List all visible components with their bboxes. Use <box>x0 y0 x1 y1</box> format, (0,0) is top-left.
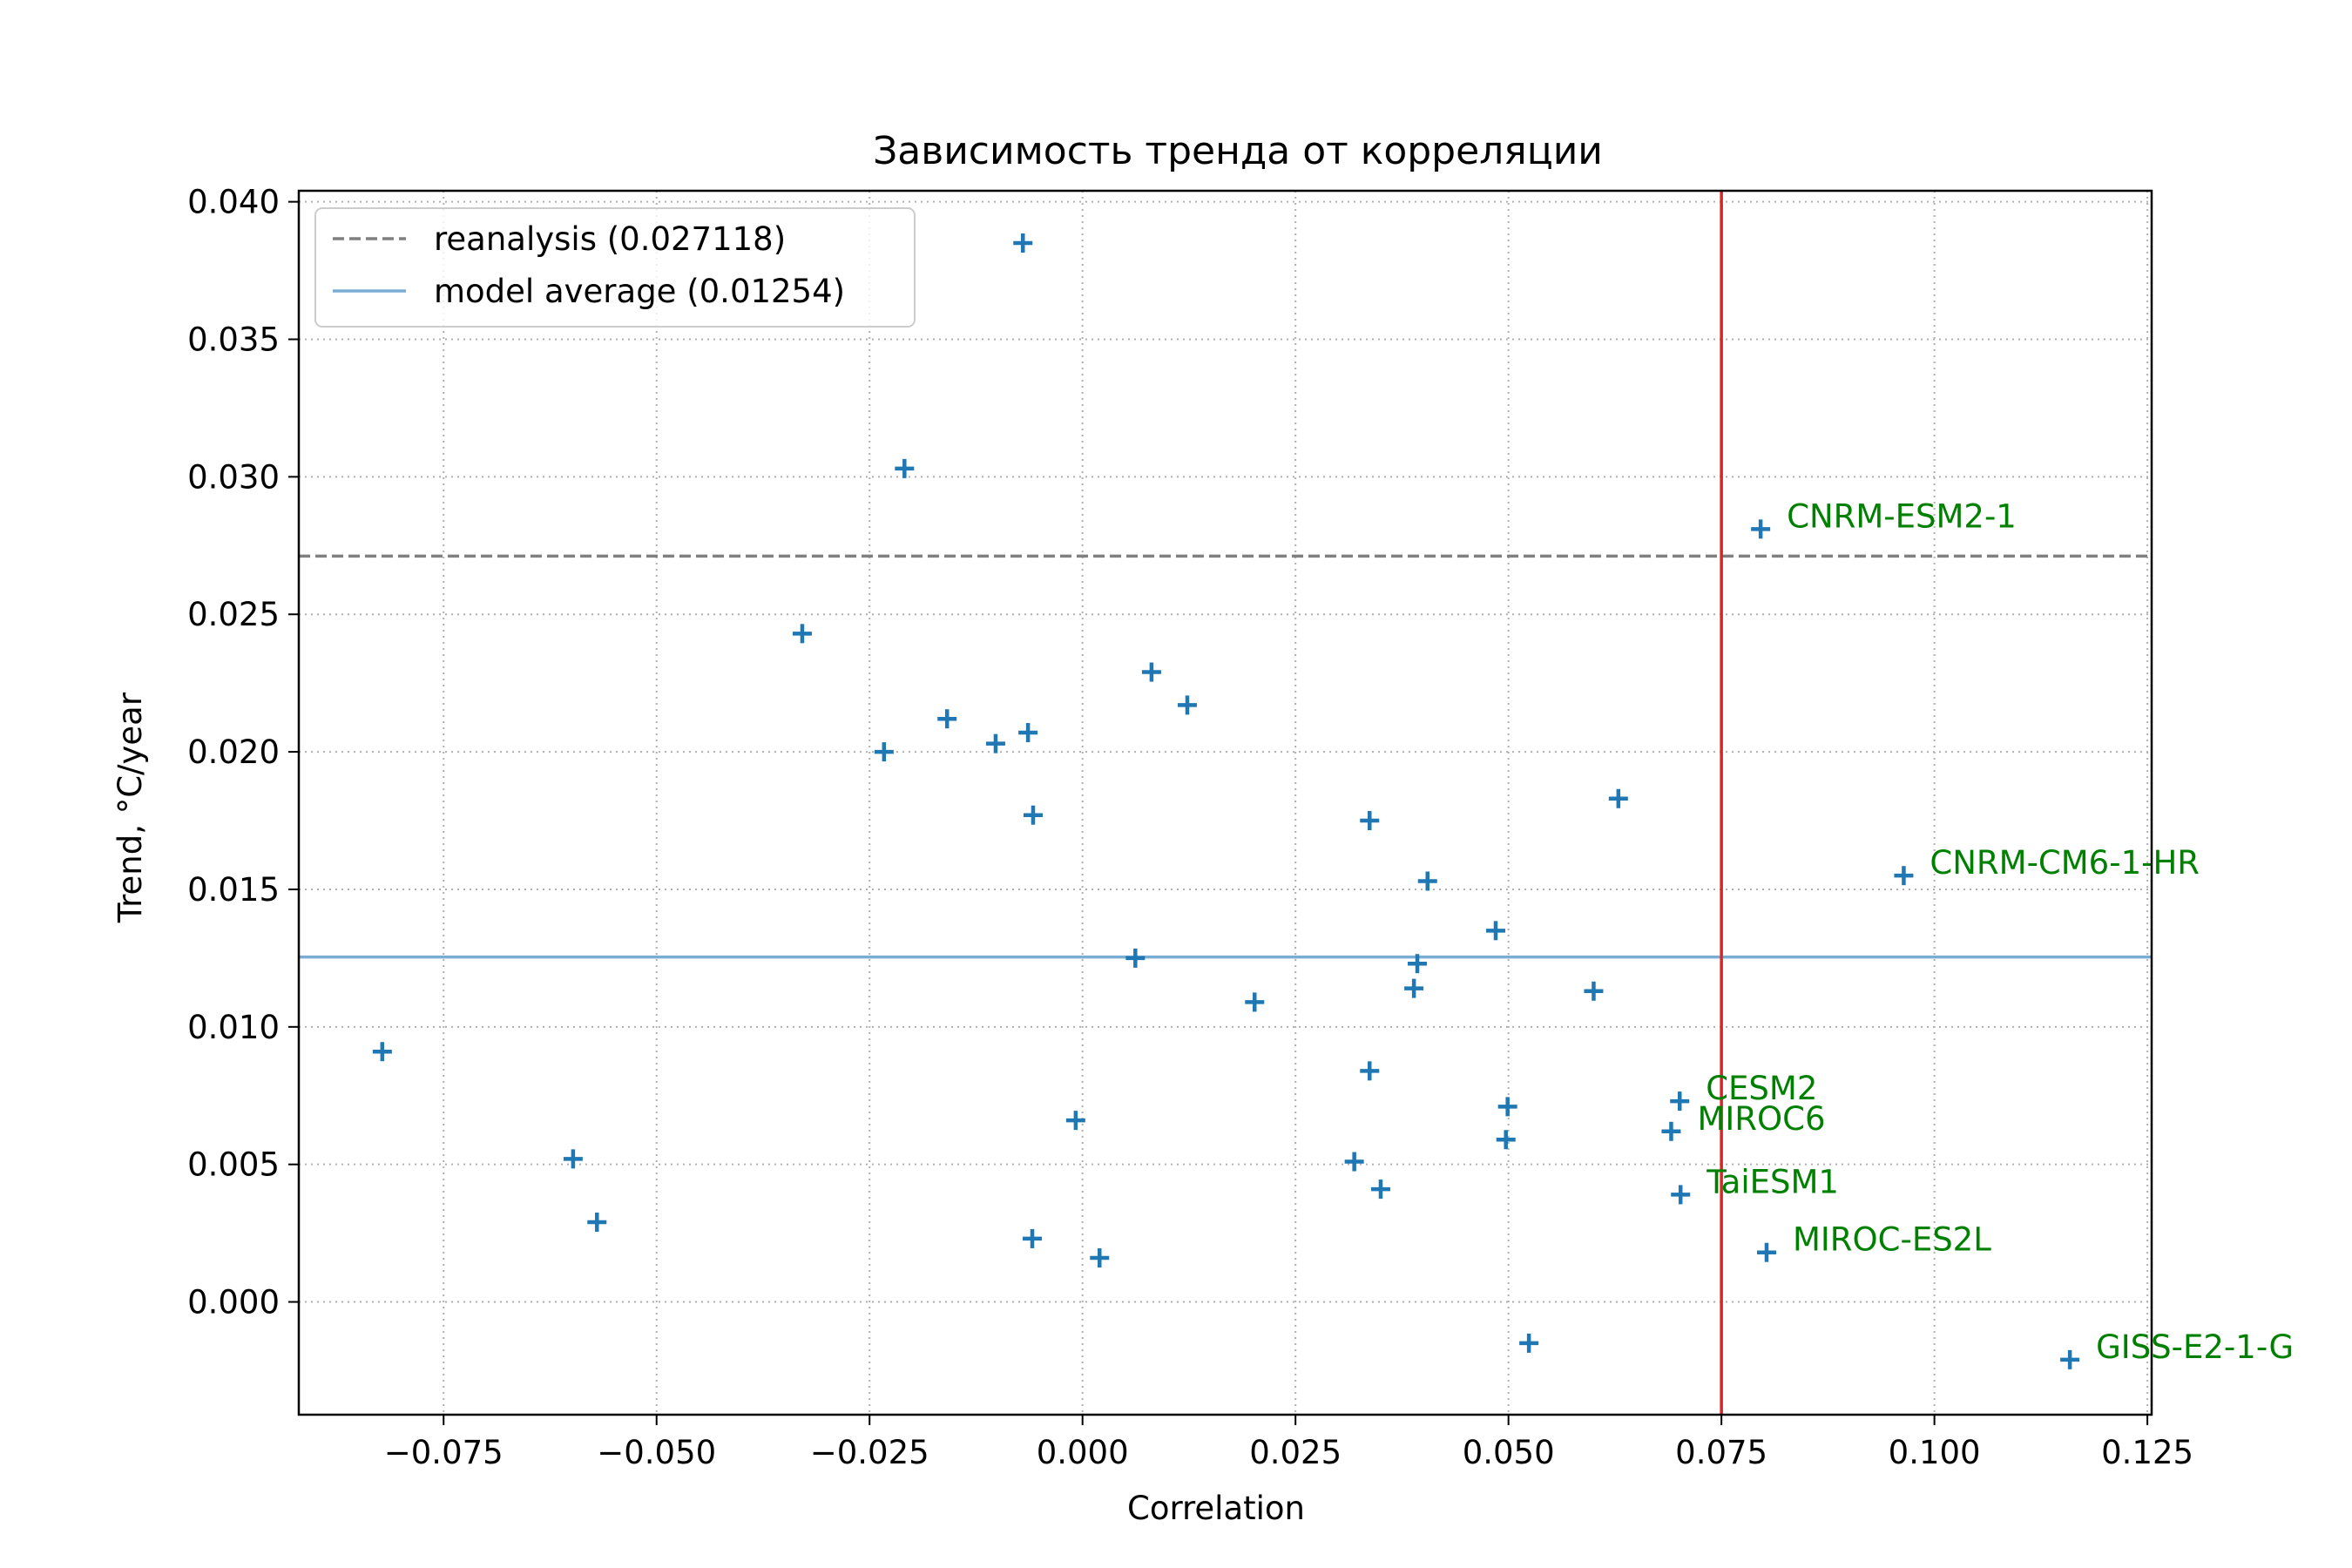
data-point <box>587 1212 607 1232</box>
y-axis-label: Trend, °C/year <box>112 692 149 923</box>
data-point <box>1370 1179 1390 1200</box>
y-tick-label: 0.030 <box>187 458 280 496</box>
data-point <box>1756 1242 1776 1262</box>
point-annotation: TaiESM1 <box>1706 1163 1839 1200</box>
data-point <box>895 458 915 478</box>
y-axis-ticks: 0.000 0.005 0.010 0.015 0.020 0.025 0.030 0.035… <box>187 184 299 1321</box>
point-annotation: CNRM-ESM2-1 <box>1787 497 2017 535</box>
data-point <box>2060 1349 2080 1369</box>
data-point <box>1584 981 1604 1001</box>
point-annotation: CNRM-CM6-1-HR <box>1930 844 2200 882</box>
legend: reanalysis (0.027118) model average (0.0… <box>314 207 916 328</box>
x-tick-label: 0.075 <box>1675 1434 1767 1471</box>
data-point <box>792 624 812 644</box>
point-annotation: MIROC6 <box>1697 1100 1825 1138</box>
data-point <box>1023 805 1043 825</box>
x-tick-label: 0.025 <box>1249 1434 1342 1471</box>
y-tick-label: 0.000 <box>187 1284 280 1321</box>
data-point <box>1485 921 1505 941</box>
y-tick-label: 0.015 <box>187 871 280 909</box>
x-axis-label: Correlation <box>1127 1490 1305 1527</box>
data-point <box>1608 788 1628 808</box>
data-point <box>1417 871 1437 891</box>
data-point <box>563 1149 583 1169</box>
data-point <box>1497 1097 1517 1117</box>
y-tick-label: 0.040 <box>187 184 280 221</box>
data-point <box>874 742 894 762</box>
x-tick-label: 0.100 <box>1889 1434 1981 1471</box>
data-point <box>1022 1228 1042 1248</box>
data-point <box>1090 1248 1110 1268</box>
data-point <box>1360 811 1380 831</box>
data-point <box>1894 866 1914 886</box>
point-annotation: CESM2 <box>1706 1070 1817 1107</box>
data-points <box>372 233 2080 1369</box>
axes-frame <box>297 189 2153 1416</box>
data-point <box>1519 1333 1539 1353</box>
point-annotation: GISS-E2-1-G <box>2096 1328 2294 1366</box>
legend-model-average-label: model average (0.01254) <box>434 273 845 310</box>
data-point <box>1661 1121 1681 1141</box>
y-tick-label: 0.035 <box>187 321 280 358</box>
data-point <box>1404 978 1424 998</box>
data-point <box>985 733 1005 754</box>
data-point <box>1408 954 1428 974</box>
x-tick-label: −0.025 <box>810 1434 929 1471</box>
data-point <box>1013 233 1033 253</box>
x-tick-label: −0.075 <box>384 1434 504 1471</box>
data-point <box>1245 992 1265 1012</box>
x-axis-ticks: −0.075 −0.050 −0.025 0.000 0.025 0.050 0.075 0.… <box>384 1415 2193 1471</box>
data-point <box>1065 1111 1085 1131</box>
y-tick-label: 0.010 <box>187 1009 280 1046</box>
data-point <box>1670 1092 1690 1112</box>
x-tick-label: 0.125 <box>2101 1434 2193 1471</box>
data-point <box>1125 948 1146 968</box>
point-annotation: MIROC-ES2L <box>1793 1221 1991 1259</box>
data-point <box>1177 695 1197 715</box>
data-point <box>1344 1152 1364 1172</box>
y-tick-label: 0.025 <box>187 596 280 633</box>
data-point <box>1360 1061 1380 1081</box>
x-tick-label: 0.000 <box>1037 1434 1129 1471</box>
y-tick-label: 0.020 <box>187 733 280 771</box>
data-point <box>1141 662 1161 682</box>
y-tick-label: 0.005 <box>187 1146 280 1184</box>
chart-title: Зависимость тренда от корреляции <box>873 129 1603 173</box>
data-point <box>1751 519 1771 539</box>
data-point <box>372 1042 392 1062</box>
x-tick-label: 0.050 <box>1463 1434 1555 1471</box>
legend-box <box>314 207 916 328</box>
legend-reanalysis-label: reanalysis (0.027118) <box>434 220 786 258</box>
data-point <box>1018 722 1038 742</box>
data-point <box>1496 1130 1516 1150</box>
reference-lines <box>299 554 2152 959</box>
data-point <box>937 709 957 729</box>
data-point <box>1671 1185 1691 1205</box>
x-tick-label: −0.050 <box>597 1434 716 1471</box>
